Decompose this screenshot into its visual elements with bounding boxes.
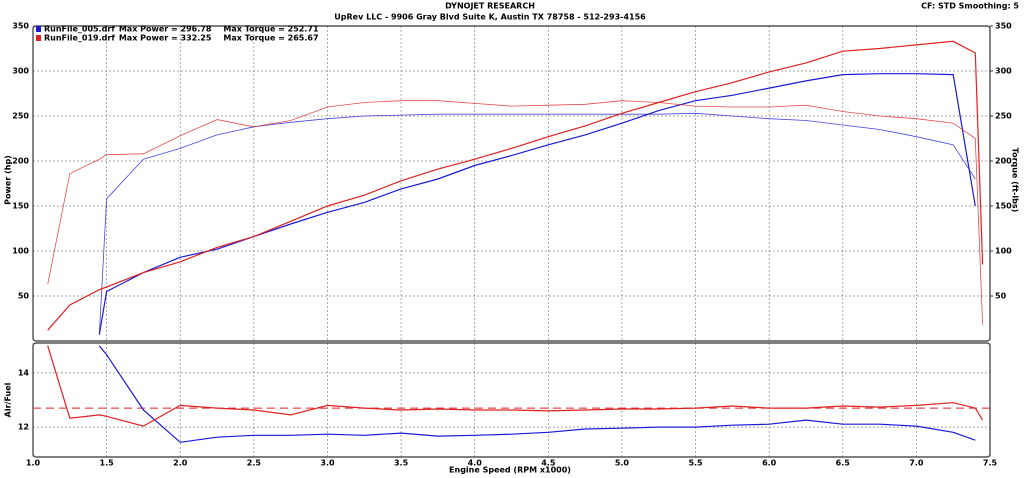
y2-tick-label: 100 — [995, 247, 1012, 256]
y-tick-label: 350 — [12, 22, 29, 31]
x-tick-label: 7.5 — [983, 459, 998, 468]
y-axis-label: Air/Fuel — [4, 382, 13, 417]
x-tick-label: 4.5 — [541, 459, 556, 468]
legend-note: Max Power = 296.78 — [119, 25, 212, 34]
x-tick-label: 4.0 — [468, 459, 483, 468]
plot-frame — [32, 25, 991, 342]
y2-axis-label: Torque (ft-lbs) — [1011, 148, 1020, 213]
y-tick-label: 300 — [12, 67, 29, 76]
y2-tick-label: 150 — [995, 202, 1012, 211]
x-tick-label: 1.5 — [100, 459, 115, 468]
series-line — [47, 345, 984, 427]
legend-note: Max Power = 332.25 — [119, 34, 212, 43]
y2-tick-label: 350 — [995, 22, 1012, 31]
legend-note: Max Torque = 265.67 — [223, 34, 318, 43]
chart-title: DYNOJET RESEARCH — [445, 2, 535, 11]
x-tick-label: 3.0 — [320, 459, 335, 468]
x-tick-label: 2.5 — [247, 459, 262, 468]
series-line — [98, 345, 976, 443]
x-tick-label: 6.0 — [762, 459, 777, 468]
x-tick-label: 2.0 — [173, 459, 188, 468]
series-line — [47, 40, 984, 331]
series-line — [98, 112, 976, 335]
y2-tick-label: 300 — [995, 67, 1012, 76]
y-tick-label: 150 — [12, 202, 29, 211]
x-tick-label: 3.5 — [394, 459, 409, 468]
y-tick-label: 14 — [18, 368, 30, 377]
y-tick-label: 200 — [12, 157, 29, 166]
plot-frame — [32, 342, 991, 458]
chart-subtitle: UpRev LLC - 9906 Gray Blvd Suite K, Aust… — [334, 13, 646, 22]
x-tick-label: 7.0 — [909, 459, 924, 468]
series-line — [47, 100, 983, 325]
y2-tick-label: 250 — [995, 112, 1012, 121]
settings: CF: STD Smoothing: 5 — [921, 2, 1019, 11]
y-tick-label: 50 — [18, 292, 30, 301]
y2-tick-label: 50 — [995, 292, 1007, 301]
x-tick-label: 5.5 — [688, 459, 703, 468]
y-tick-label: 12 — [18, 423, 29, 432]
y-tick-label: 100 — [12, 247, 29, 256]
legend-swatch — [36, 26, 41, 32]
x-tick-label: 1.0 — [26, 459, 41, 468]
legend-note: Max Torque = 252.71 — [223, 25, 319, 34]
x-tick-label: 6.5 — [836, 459, 851, 468]
legend-label: RunFile_019.drf — [44, 34, 115, 43]
y-axis-label: Power (hp) — [4, 155, 13, 205]
series-line — [98, 73, 976, 335]
x-tick-label: 5.0 — [615, 459, 630, 468]
y2-tick-label: 200 — [995, 157, 1012, 166]
legend-label: RunFile_005.drf — [44, 25, 115, 34]
legend-swatch — [36, 35, 41, 41]
y-tick-label: 250 — [12, 112, 29, 121]
x-axis-label: Engine Speed (RPM x1000) — [449, 466, 571, 475]
